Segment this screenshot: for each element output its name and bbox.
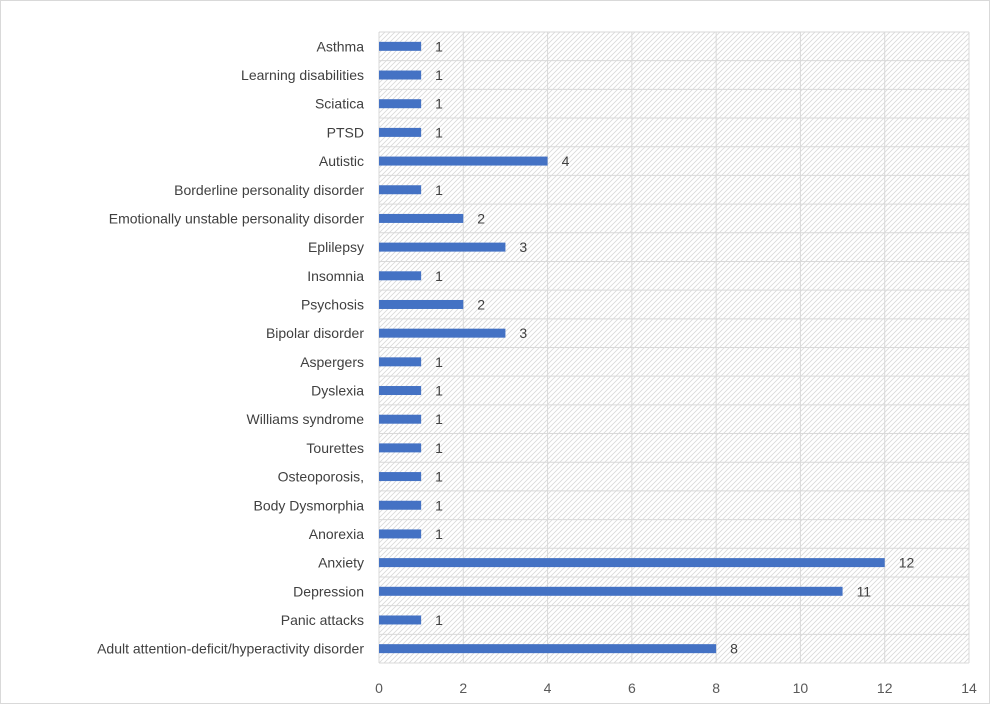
x-tick-label: 2 — [459, 680, 467, 696]
data-label: 1 — [435, 268, 443, 284]
data-label: 1 — [435, 124, 443, 140]
category-labels: Asthma Learning disabilities Sciatica PTSD A… — [97, 38, 364, 656]
bar — [379, 386, 422, 396]
gridlines — [378, 31, 970, 664]
category-label: Anorexia — [309, 526, 364, 542]
bar — [379, 213, 464, 223]
bar — [379, 299, 464, 309]
data-label: 1 — [435, 182, 443, 198]
data-label: 1 — [435, 38, 443, 54]
category-label: Autistic — [319, 153, 364, 169]
data-label: 1 — [435, 469, 443, 485]
data-label: 2 — [477, 296, 485, 312]
bar — [379, 156, 548, 166]
category-label: Dyslexia — [311, 383, 364, 399]
x-tick-label: 6 — [628, 680, 636, 696]
category-label: Anxiety — [318, 555, 364, 571]
bars — [379, 41, 885, 654]
category-label: Aspergers — [300, 354, 364, 370]
category-label: Depression — [293, 583, 364, 599]
bar — [379, 529, 422, 539]
category-label: Psychosis — [301, 296, 364, 312]
bar — [379, 242, 506, 252]
data-label: 1 — [435, 67, 443, 83]
data-label: 1 — [435, 497, 443, 513]
data-label: 1 — [435, 526, 443, 542]
category-label: Eplilepsy — [308, 239, 364, 255]
x-tick-label: 8 — [712, 680, 720, 696]
category-label: Insomnia — [307, 268, 364, 284]
x-tick-label: 10 — [793, 680, 809, 696]
category-label: Bipolar disorder — [266, 325, 364, 341]
data-label: 1 — [435, 354, 443, 370]
bar — [379, 558, 885, 568]
bar — [379, 443, 422, 453]
category-label: Osteoporosis, — [278, 469, 364, 485]
category-label: Adult attention-deficit/hyperactivity di… — [97, 641, 364, 657]
data-label: 11 — [857, 583, 872, 599]
bar — [379, 357, 422, 367]
category-label: Learning disabilities — [241, 67, 364, 83]
data-label: 1 — [435, 612, 443, 628]
x-axis-tick-labels: 0 2 4 6 8 10 12 14 — [375, 680, 977, 696]
bar — [379, 328, 506, 338]
category-label: Williams syndrome — [247, 411, 365, 427]
bar — [379, 127, 422, 137]
category-label: Tourettes — [306, 440, 364, 456]
data-label: 12 — [899, 555, 915, 571]
category-label: Borderline personality disorder — [174, 182, 364, 198]
data-label: 2 — [477, 210, 485, 226]
data-label: 1 — [435, 440, 443, 456]
data-label: 1 — [435, 96, 443, 112]
data-label: 1 — [435, 383, 443, 399]
data-label: 3 — [519, 325, 527, 341]
bar — [379, 99, 422, 109]
bar — [379, 472, 422, 482]
data-label: 8 — [730, 641, 738, 657]
bar — [379, 586, 843, 596]
category-label: Emotionally unstable personality disorde… — [109, 210, 365, 226]
bar — [379, 414, 422, 424]
data-label: 4 — [562, 153, 570, 169]
bar — [379, 185, 422, 195]
bar — [379, 70, 422, 80]
x-tick-label: 14 — [961, 680, 977, 696]
bar — [379, 271, 422, 281]
bar — [379, 615, 422, 625]
x-tick-label: 12 — [877, 680, 893, 696]
category-label: PTSD — [327, 124, 364, 140]
bar — [379, 41, 422, 51]
data-label: 3 — [519, 239, 527, 255]
bar — [379, 644, 717, 654]
category-label: Asthma — [317, 38, 365, 54]
category-label: Body Dysmorphia — [254, 497, 365, 513]
bar — [379, 500, 422, 510]
x-tick-label: 4 — [544, 680, 552, 696]
category-label: Sciatica — [315, 96, 364, 112]
data-label: 1 — [435, 411, 443, 427]
category-label: Panic attacks — [281, 612, 364, 628]
x-tick-label: 0 — [375, 680, 383, 696]
